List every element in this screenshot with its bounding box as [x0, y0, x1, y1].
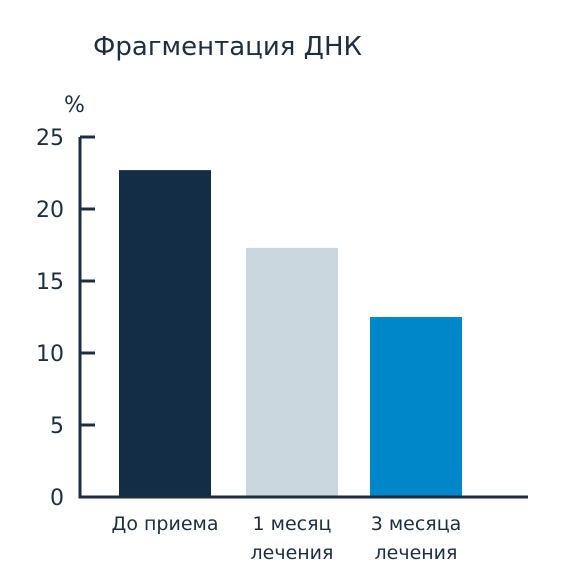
y-tick-label: 0: [50, 486, 64, 511]
bar: [246, 247, 338, 497]
y-axis-ticks: 0 5 10 15 20 25: [36, 126, 95, 511]
y-tick-label: 5: [50, 414, 64, 439]
category-label-line: 1 месяц: [253, 513, 332, 535]
category-label: До приема: [111, 513, 218, 535]
category-label-line: До приема: [111, 513, 218, 535]
category-label-line: лечения: [375, 542, 458, 564]
y-tick-label: 10: [36, 342, 64, 367]
category-label-line: лечения: [251, 542, 334, 564]
chart-title: Фрагментация ДНК: [93, 32, 362, 62]
category-label: 3 месяца лечения: [371, 513, 462, 564]
bar: [119, 170, 211, 497]
category-label-line: 3 месяца: [371, 513, 462, 535]
axes: [78, 137, 528, 499]
category-label: 1 месяц лечения: [251, 513, 334, 564]
y-tick-label: 20: [36, 198, 64, 223]
y-axis-unit: %: [64, 93, 85, 118]
y-tick-label: 15: [36, 270, 64, 295]
category-labels: До приема 1 месяц лечения 3 месяца лечения: [111, 513, 461, 564]
bar: [370, 317, 462, 497]
bars: [119, 170, 462, 497]
y-tick-label: 25: [36, 126, 64, 151]
